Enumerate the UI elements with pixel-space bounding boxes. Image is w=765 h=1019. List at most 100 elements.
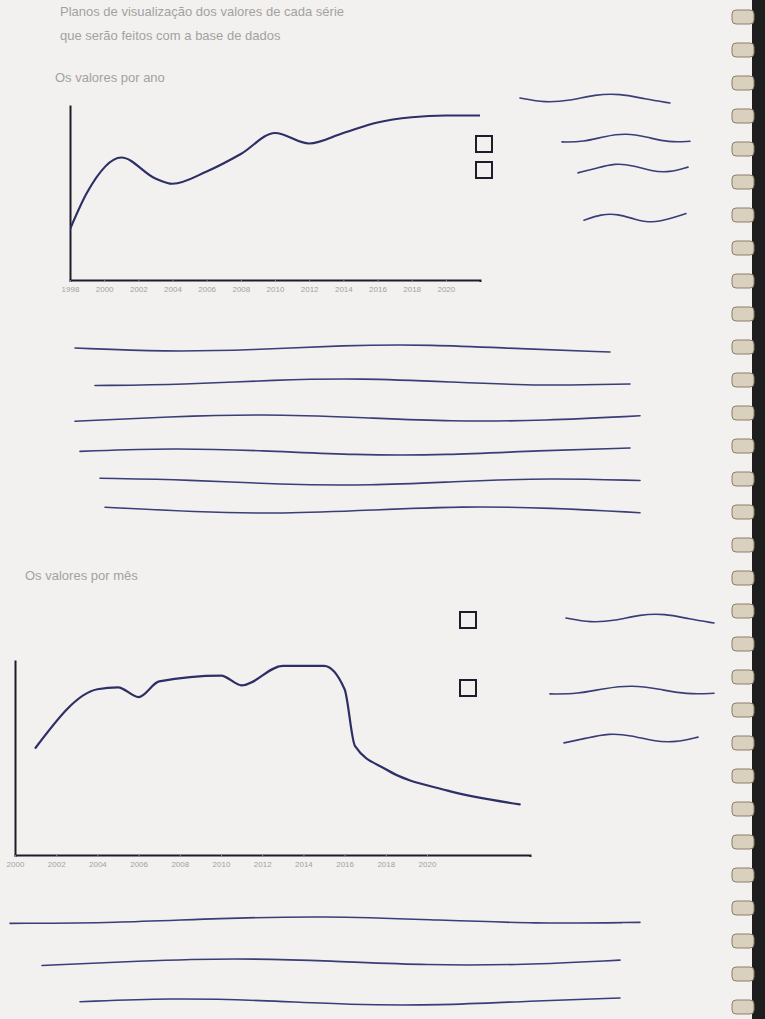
tick-label: 2016	[369, 285, 387, 294]
tick-mark	[303, 855, 304, 857]
x-tick: 2018	[403, 280, 421, 294]
tick-label: 2016	[336, 860, 354, 869]
binding-ring	[732, 802, 754, 816]
tick-mark	[446, 280, 447, 282]
binding-ring	[732, 538, 754, 552]
binding-ring	[732, 505, 754, 519]
binding-ring	[732, 10, 754, 24]
binding-ring	[732, 43, 754, 57]
binding-ring	[732, 373, 754, 387]
text-placeholder	[100, 478, 640, 485]
tick-mark	[262, 855, 263, 857]
text-placeholder	[550, 686, 714, 694]
text-placeholder	[80, 998, 620, 1005]
x-axis: 2000200220042006200820102012201420162018…	[7, 855, 531, 869]
tick-label: 2014	[295, 860, 313, 869]
binding-ring	[732, 1000, 754, 1014]
plot-area	[70, 116, 480, 230]
tick-mark	[345, 855, 346, 857]
tick-label: 2006	[130, 860, 148, 869]
text-placeholder	[584, 214, 686, 222]
binding-ring	[732, 109, 754, 123]
tick-mark	[173, 280, 174, 282]
text-placeholder	[566, 614, 714, 623]
chart: Os valores por mês2000200220042006200820…	[7, 568, 531, 869]
heading-line: que serão feitos com a base de dados	[60, 28, 281, 43]
x-axis: 1998200020022004200620082010201220142016…	[62, 280, 481, 294]
tick-mark	[15, 855, 16, 857]
paper	[0, 0, 765, 1019]
binding-ring	[732, 934, 754, 948]
x-tick: 2012	[301, 280, 319, 294]
x-tick: 2014	[335, 280, 353, 294]
binding-ring	[732, 439, 754, 453]
text-placeholder	[578, 164, 688, 173]
tick-label: 2020	[419, 860, 437, 869]
text-placeholder	[80, 448, 630, 455]
binding-ring	[732, 604, 754, 618]
binding-ring	[732, 142, 754, 156]
tick-mark	[412, 280, 413, 282]
tick-mark	[427, 855, 428, 857]
text-placeholder	[75, 345, 610, 352]
x-tick: 2010	[213, 855, 231, 869]
checkbox	[460, 612, 476, 628]
x-tick: 2000	[7, 855, 25, 869]
heading-line: Planos de visualização dos valores de ca…	[60, 4, 344, 19]
binding-ring	[732, 670, 754, 684]
axis-line	[15, 661, 17, 856]
binding-ring	[732, 571, 754, 585]
x-tick: 2002	[130, 280, 148, 294]
binding-ring	[732, 901, 754, 915]
tick-mark	[97, 855, 98, 857]
binding-ring	[732, 868, 754, 882]
tick-label: 2002	[130, 285, 148, 294]
tick-mark	[275, 280, 276, 282]
y-axis	[70, 106, 71, 281]
checkbox	[476, 136, 492, 152]
tick-mark	[378, 280, 379, 282]
tick-mark	[139, 855, 140, 857]
tick-label: 2010	[267, 285, 285, 294]
text-placeholder	[105, 507, 640, 513]
binding-ring	[732, 637, 754, 651]
tick-label: 2000	[96, 285, 114, 294]
chart-title: Os valores por ano	[55, 70, 165, 85]
text-placeholder	[562, 134, 690, 142]
chart-title: Os valores por mês	[25, 568, 138, 583]
plot-area	[36, 666, 520, 804]
x-tick: 2020	[419, 855, 437, 869]
binding-ring	[732, 835, 754, 849]
tick-label: 2010	[213, 860, 231, 869]
x-tick: 2016	[369, 280, 387, 294]
x-tick: 2004	[89, 855, 107, 869]
text-placeholder	[10, 917, 640, 923]
x-tick: 2008	[232, 280, 250, 294]
x-tick: 2004	[164, 280, 182, 294]
binding-ring	[732, 769, 754, 783]
x-tick: 2014	[295, 855, 313, 869]
tick-mark	[241, 280, 242, 282]
tick-mark	[386, 855, 387, 857]
tick-label: 2018	[377, 860, 395, 869]
sketch-notes	[10, 612, 714, 1005]
checkbox	[460, 680, 476, 696]
x-tick: 2012	[254, 855, 272, 869]
y-axis	[15, 661, 16, 856]
sketch-notes	[75, 94, 690, 513]
axis-line	[70, 106, 72, 281]
text-placeholder	[520, 94, 670, 103]
tick-mark	[70, 280, 71, 282]
x-tick: 2006	[198, 280, 216, 294]
tick-label: 2018	[403, 285, 421, 294]
x-tick: 2008	[171, 855, 189, 869]
tick-mark	[343, 280, 344, 282]
tick-label: 2004	[89, 860, 107, 869]
data-line	[36, 666, 520, 804]
tick-mark	[221, 855, 222, 857]
tick-label: 2000	[7, 860, 25, 869]
data-line	[70, 116, 480, 230]
x-tick: 2018	[377, 855, 395, 869]
checkbox	[476, 162, 492, 178]
text-placeholder	[95, 379, 630, 386]
